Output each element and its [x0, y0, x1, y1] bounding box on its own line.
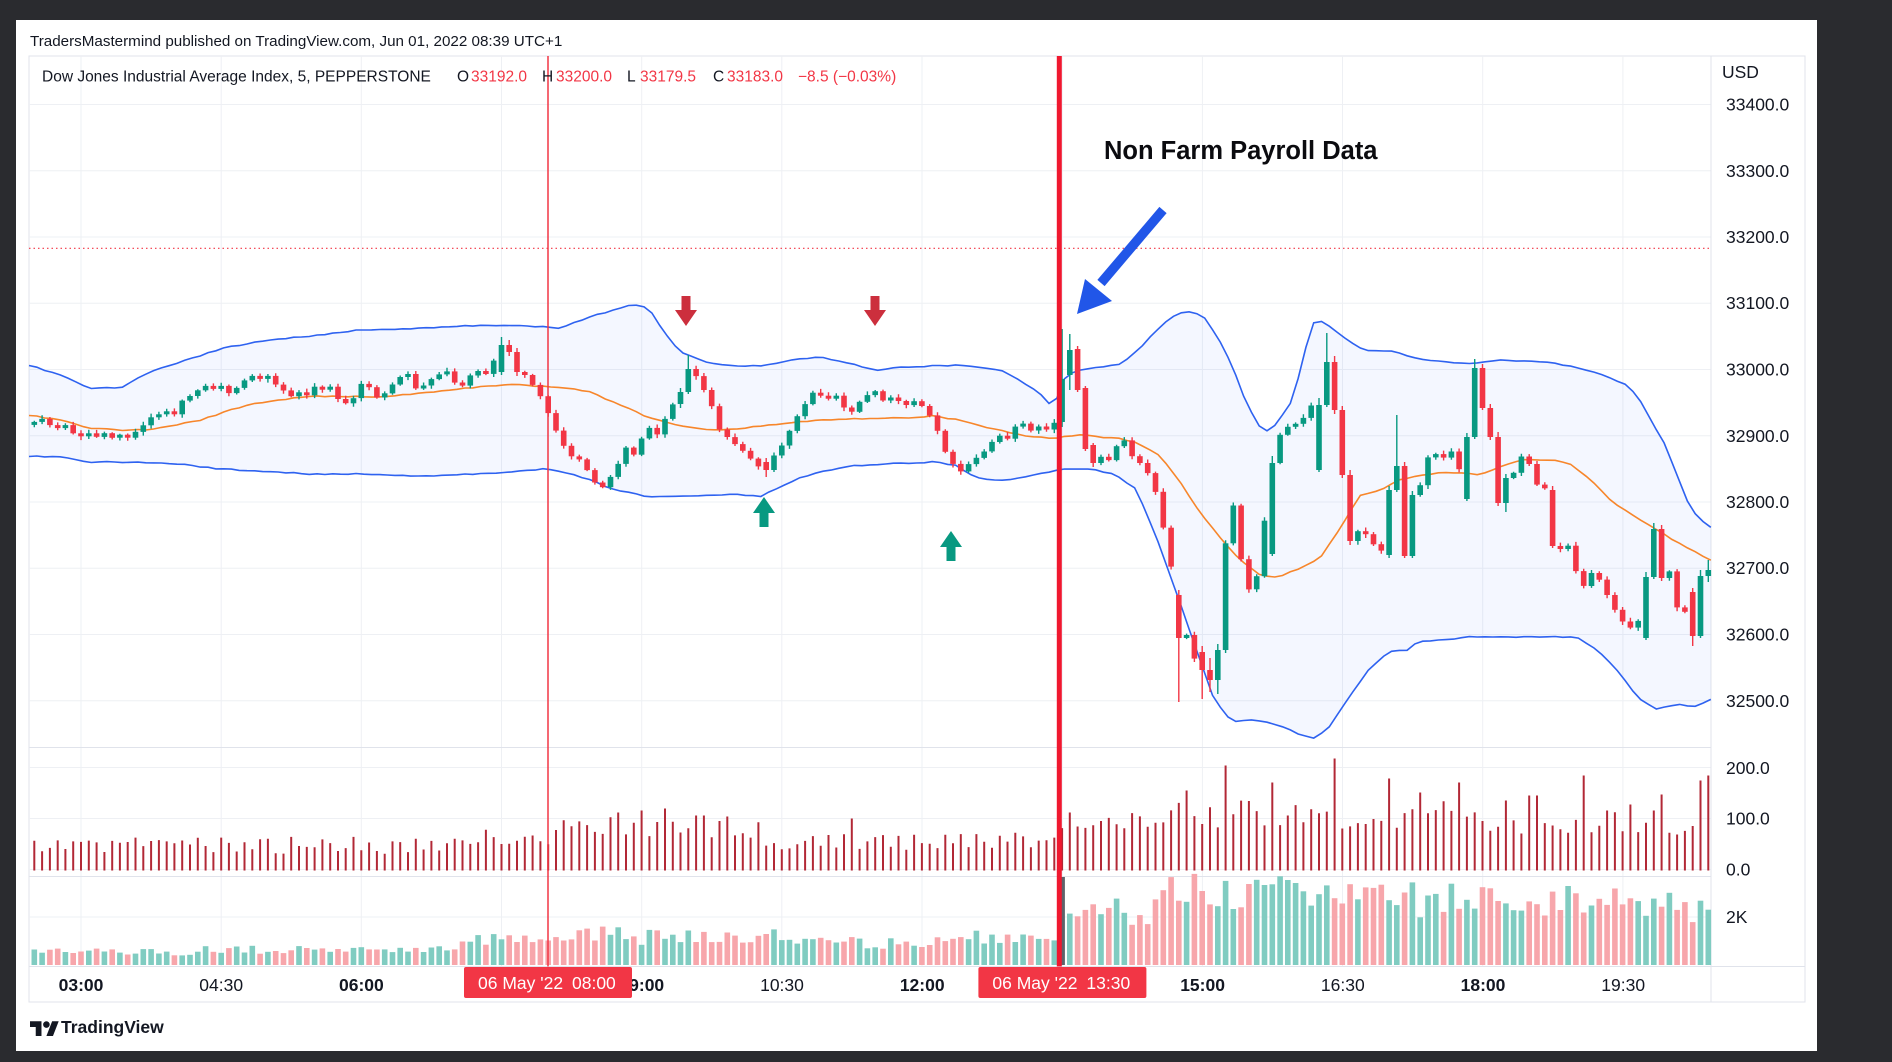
svg-text:32800.0: 32800.0	[1726, 492, 1790, 512]
svg-text:33400.0: 33400.0	[1726, 95, 1790, 115]
svg-text:10:30: 10:30	[760, 975, 804, 995]
svg-text:15:00: 15:00	[1180, 975, 1225, 995]
svg-text:06:00: 06:00	[339, 975, 384, 995]
svg-text:2K: 2K	[1726, 907, 1748, 927]
svg-text:100.0: 100.0	[1726, 809, 1770, 829]
svg-text:0.0: 0.0	[1726, 860, 1751, 880]
svg-text:L: L	[627, 69, 636, 86]
svg-text:08:00: 08:00	[572, 973, 616, 993]
svg-text:33200.0: 33200.0	[1726, 227, 1790, 247]
svg-text:06 May '22: 06 May '22	[478, 973, 563, 993]
svg-text:33183.0: 33183.0	[727, 69, 783, 86]
svg-text:33179.5: 33179.5	[640, 69, 696, 86]
svg-text:USD: USD	[1722, 62, 1759, 82]
svg-text:33192.0: 33192.0	[471, 69, 527, 86]
svg-text:32700.0: 32700.0	[1726, 558, 1790, 578]
svg-text:03:00: 03:00	[59, 975, 104, 995]
svg-text:200.0: 200.0	[1726, 758, 1770, 778]
svg-text:32900.0: 32900.0	[1726, 426, 1790, 446]
svg-text:C: C	[713, 69, 724, 86]
svg-text:19:30: 19:30	[1601, 975, 1645, 995]
svg-text:33100.0: 33100.0	[1726, 293, 1790, 313]
svg-text:04:30: 04:30	[199, 975, 243, 995]
svg-text:−8.5 (−0.03%): −8.5 (−0.03%)	[798, 69, 896, 86]
svg-text:12:00: 12:00	[900, 975, 945, 995]
svg-text:33000.0: 33000.0	[1726, 360, 1790, 380]
svg-text:TradersMastermind published on: TradersMastermind published on TradingVi…	[30, 33, 562, 50]
svg-text:13:30: 13:30	[1086, 973, 1130, 993]
svg-text:33200.0: 33200.0	[556, 69, 612, 86]
svg-text:O: O	[457, 69, 469, 86]
svg-text:H: H	[542, 69, 553, 86]
svg-text:16:30: 16:30	[1321, 975, 1365, 995]
svg-text:Dow Jones Industrial Average I: Dow Jones Industrial Average Index, 5, P…	[42, 69, 431, 86]
svg-text:TradingView: TradingView	[61, 1017, 164, 1037]
svg-text:32500.0: 32500.0	[1726, 691, 1790, 711]
svg-text:Non Farm Payroll Data: Non Farm Payroll Data	[1104, 137, 1378, 165]
svg-text:33300.0: 33300.0	[1726, 161, 1790, 181]
svg-text:18:00: 18:00	[1461, 975, 1506, 995]
svg-text:06 May '22: 06 May '22	[992, 973, 1077, 993]
svg-text:32600.0: 32600.0	[1726, 625, 1790, 645]
